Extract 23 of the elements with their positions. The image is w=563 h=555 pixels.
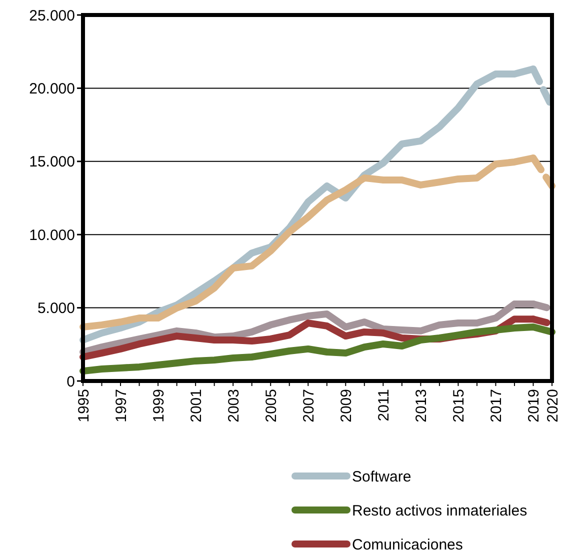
legend-label: Comunicaciones	[352, 536, 463, 554]
x-tick-label: 1995	[75, 389, 92, 422]
x-tick-label: 2019	[525, 389, 542, 422]
y-tick-label: 0	[66, 373, 75, 390]
x-tick-label: 1999	[150, 389, 168, 422]
y-tick-label: 5.000	[37, 300, 75, 318]
legend-label: Resto activos inmateriales	[352, 502, 528, 520]
x-tick-label: 2001	[188, 389, 205, 422]
x-tick-label: 2011	[375, 389, 392, 422]
y-tick-label: 20.000	[29, 80, 75, 98]
x-tick-label: 2017	[488, 389, 505, 422]
y-tick-label: 15.000	[29, 154, 75, 171]
legend-label: Software	[352, 468, 412, 486]
x-tick-label: 1997	[112, 389, 130, 422]
x-tick-label: 2005	[262, 389, 280, 422]
x-tick-label: 2015	[450, 389, 468, 422]
x-tick-label: 2009	[338, 389, 355, 422]
y-tick-label: 25.000	[29, 7, 75, 24]
y-tick-label: 10.000	[29, 226, 75, 244]
x-tick-label: 2013	[412, 389, 430, 422]
x-tick-label: 2020	[544, 389, 562, 422]
x-tick-label: 2003	[225, 389, 242, 422]
x-tick-label: 2007	[300, 389, 318, 422]
